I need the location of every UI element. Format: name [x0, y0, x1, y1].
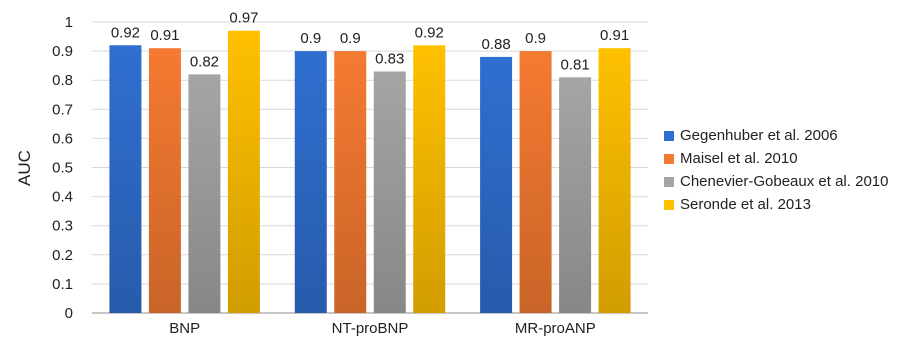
y-axis-label: AUC — [15, 150, 34, 186]
legend-item: Gegenhuber et al. 2006 — [664, 124, 888, 147]
bar — [480, 56, 513, 314]
y-tick-label: 0 — [65, 305, 73, 322]
bar — [373, 71, 406, 313]
y-tick-label: 0.1 — [52, 276, 73, 293]
category-labels: BNP NT-proBNP MR-proANP — [169, 320, 596, 337]
y-axis-ticks: 0 0.1 0.2 0.3 0.4 0.5 0.6 0.7 0.8 0.9 1 — [52, 14, 73, 322]
bar — [294, 51, 327, 313]
bar — [148, 48, 181, 313]
legend-swatch — [664, 176, 674, 187]
category-label: NT-proBNP — [332, 320, 409, 337]
y-tick-label: 0.9 — [52, 43, 73, 60]
y-tick-label: 0.5 — [52, 160, 73, 177]
data-label: 0.91 — [600, 27, 629, 44]
gridlines — [92, 21, 648, 314]
legend-label: Seronde et al. 2013 — [680, 196, 811, 213]
bar — [519, 51, 552, 313]
data-label: 0.82 — [190, 53, 219, 70]
bars — [109, 30, 631, 314]
bar — [227, 30, 260, 313]
y-tick-label: 0.8 — [52, 72, 73, 89]
category-label: MR-proANP — [515, 320, 596, 337]
y-tick-label: 1 — [65, 14, 73, 31]
data-label: 0.9 — [300, 30, 321, 47]
bar — [559, 77, 592, 313]
bar — [109, 45, 142, 313]
data-label: 0.81 — [560, 56, 589, 73]
y-tick-label: 0.7 — [52, 101, 73, 118]
y-tick-label: 0.3 — [52, 218, 73, 235]
bar — [334, 51, 367, 313]
data-label: 0.91 — [150, 27, 179, 44]
y-tick-label: 0.6 — [52, 130, 73, 147]
legend: Gegenhuber et al. 2006 Maisel et al. 2010… — [664, 124, 888, 216]
legend-swatch — [664, 130, 674, 141]
legend-label: Gegenhuber et al. 2006 — [680, 127, 838, 144]
legend-label: Maisel et al. 2010 — [680, 150, 798, 167]
legend-label: Chenevier-Gobeaux et al. 2010 — [680, 173, 889, 190]
legend-item: Chenevier-Gobeaux et al. 2010 — [664, 170, 888, 193]
data-label: 0.92 — [111, 24, 140, 41]
legend-swatch — [664, 199, 674, 210]
bar — [188, 74, 221, 313]
data-label: 0.9 — [340, 30, 361, 47]
bar — [598, 48, 631, 313]
data-label: 0.88 — [481, 36, 510, 53]
data-label: 0.92 — [415, 24, 444, 41]
bar — [413, 45, 446, 313]
y-tick-label: 0.4 — [52, 189, 73, 206]
data-labels: 0.92 0.91 0.82 0.97 0.9 0.9 0.83 0.92 0.88 0.9 0.8… — [111, 10, 629, 74]
category-label: BNP — [169, 320, 200, 337]
legend-item: Seronde et al. 2013 — [664, 193, 888, 216]
data-label: 0.97 — [229, 10, 258, 27]
data-label: 0.83 — [375, 50, 404, 67]
legend-item: Maisel et al. 2010 — [664, 147, 888, 170]
y-tick-label: 0.2 — [52, 247, 73, 264]
data-label: 0.9 — [525, 30, 546, 47]
legend-swatch — [664, 153, 674, 164]
